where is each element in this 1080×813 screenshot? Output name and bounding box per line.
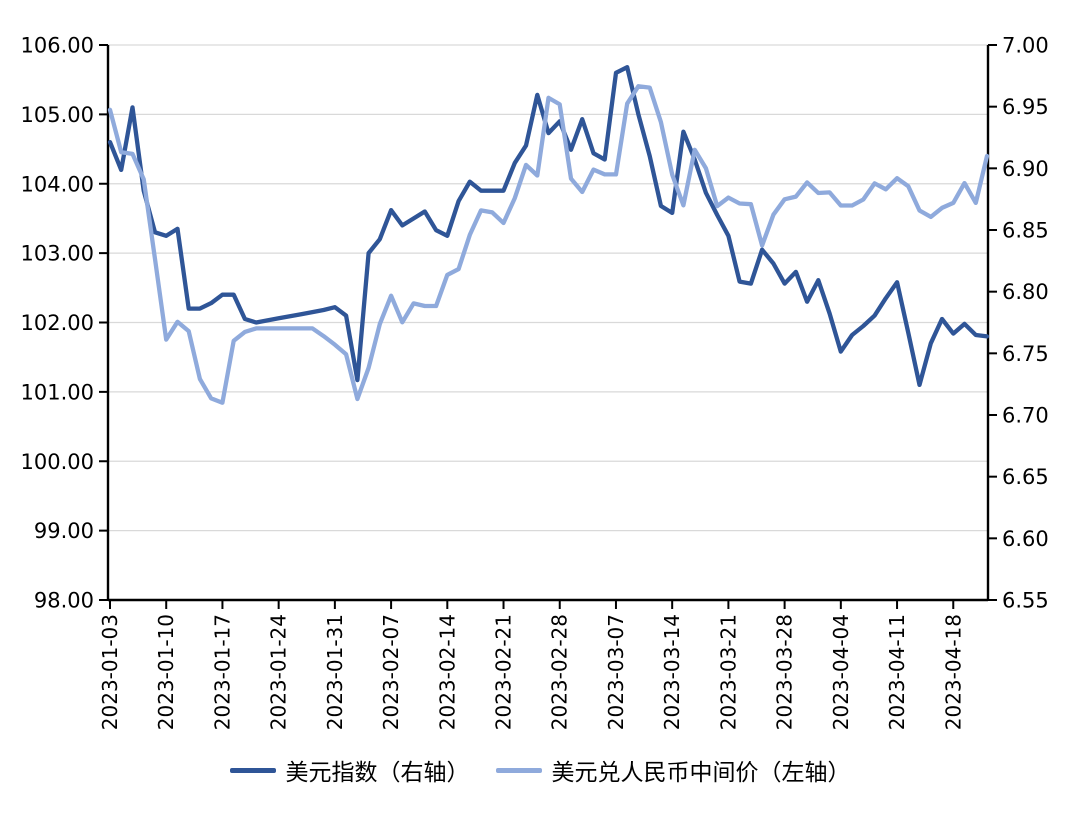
- y-axis-right-label: 6.95: [1002, 95, 1049, 119]
- y-axis-right-label: 6.70: [1002, 404, 1049, 428]
- legend-item-usd-index: 美元指数（右轴）: [229, 753, 470, 787]
- x-axis-label: 2023-01-17: [210, 614, 234, 730]
- x-axis-label: 2023-04-11: [885, 614, 909, 730]
- x-axis-label: 2023-02-14: [435, 614, 459, 730]
- x-axis-label: 2023-02-07: [379, 614, 403, 730]
- y-axis-left-label: 101.00: [21, 380, 94, 404]
- y-axis-left-label: 100.00: [21, 450, 94, 474]
- y-axis-left-label: 106.00: [21, 34, 94, 58]
- x-axis-label: 2023-02-21: [492, 614, 516, 730]
- y-axis-left-label: 99.00: [34, 519, 94, 543]
- y-axis-right-label: 6.55: [1002, 589, 1049, 613]
- x-axis-label: 2023-03-07: [604, 614, 628, 730]
- y-axis-left-label: 98.00: [34, 589, 94, 613]
- x-axis-label: 2023-04-04: [829, 614, 853, 730]
- y-axis-right-label: 7.00: [1002, 34, 1049, 58]
- legend-label-usd-index: 美元指数（右轴）: [285, 760, 470, 786]
- usd-index-line: [107, 65, 990, 388]
- y-axis-right-label: 6.75: [1002, 342, 1049, 366]
- y-axis-right-label: 6.80: [1002, 280, 1049, 304]
- x-axis-label: 2023-01-31: [323, 614, 347, 730]
- y-axis-left-label: 102.00: [21, 311, 94, 335]
- x-axis-label: 2023-03-14: [660, 614, 684, 730]
- legend: 美元指数（右轴） 美元兑人民币中间价（左轴）: [0, 748, 1080, 792]
- y-axis-right-label: 6.60: [1002, 527, 1049, 551]
- x-axis-label: 2023-01-10: [154, 614, 178, 730]
- legend-label-usd-cny: 美元兑人民币中间价（左轴）: [551, 760, 851, 786]
- y-axis-right-label: 6.85: [1002, 219, 1049, 243]
- x-axis-label: 2023-01-24: [267, 614, 291, 730]
- x-axis-label: 2023-03-28: [773, 614, 797, 730]
- x-axis-label: 2023-01-03: [98, 614, 122, 730]
- y-axis-right-label: 6.90: [1002, 157, 1049, 181]
- usd-cny-line-swatch-icon: [495, 767, 542, 773]
- x-axis-label: 2023-04-18: [941, 614, 965, 730]
- x-axis-label: 2023-03-21: [716, 614, 740, 730]
- usd-cny-line: [107, 84, 990, 405]
- x-axis-label: 2023-02-28: [548, 614, 572, 730]
- usd-index-line-swatch-icon: [229, 767, 276, 773]
- y-axis-left-label: 104.00: [21, 172, 94, 196]
- y-axis-right-label: 6.65: [1002, 465, 1049, 489]
- y-axis-left-label: 105.00: [21, 103, 94, 127]
- legend-item-usd-cny: 美元兑人民币中间价（左轴）: [495, 753, 851, 787]
- y-axis-left-label: 103.00: [21, 242, 94, 266]
